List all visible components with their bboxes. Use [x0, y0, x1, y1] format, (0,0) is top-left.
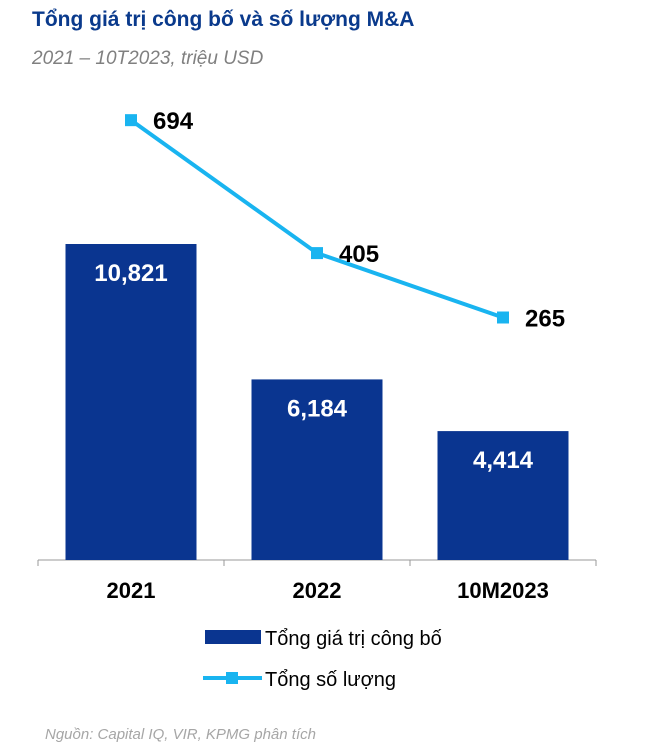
- line-data-label: 694: [153, 108, 194, 135]
- legend-swatch-bar: [205, 630, 261, 644]
- bar-data-label: 10,821: [94, 260, 167, 287]
- line-marker: [311, 247, 323, 260]
- x-tick-label: 2022: [293, 578, 342, 603]
- chart-subtitle: 2021 – 10T2023, triệu USD: [32, 48, 264, 69]
- source-note: Nguồn: Capital IQ, VIR, KPMG phân tích: [45, 726, 316, 743]
- bar-2022: [251, 379, 383, 560]
- line-marker: [125, 114, 137, 127]
- x-tick-label: 2021: [107, 578, 156, 603]
- line-data-label: 405: [339, 241, 379, 268]
- bar-10M2023: [437, 431, 569, 560]
- legend-label-line: Tổng số lượng: [265, 669, 396, 691]
- legend-label-bar: Tổng giá trị công bố: [265, 628, 442, 650]
- line-marker: [497, 311, 509, 324]
- line-data-label: 265: [525, 306, 565, 333]
- bar-data-label: 6,184: [287, 395, 348, 422]
- legend-marker-line: [226, 672, 238, 684]
- bar-data-label: 4,414: [473, 447, 534, 474]
- bar-2021: [65, 244, 197, 560]
- x-tick-label: 10M2023: [457, 578, 549, 603]
- chart-title: Tổng giá trị công bố và số lượng M&A: [32, 8, 415, 31]
